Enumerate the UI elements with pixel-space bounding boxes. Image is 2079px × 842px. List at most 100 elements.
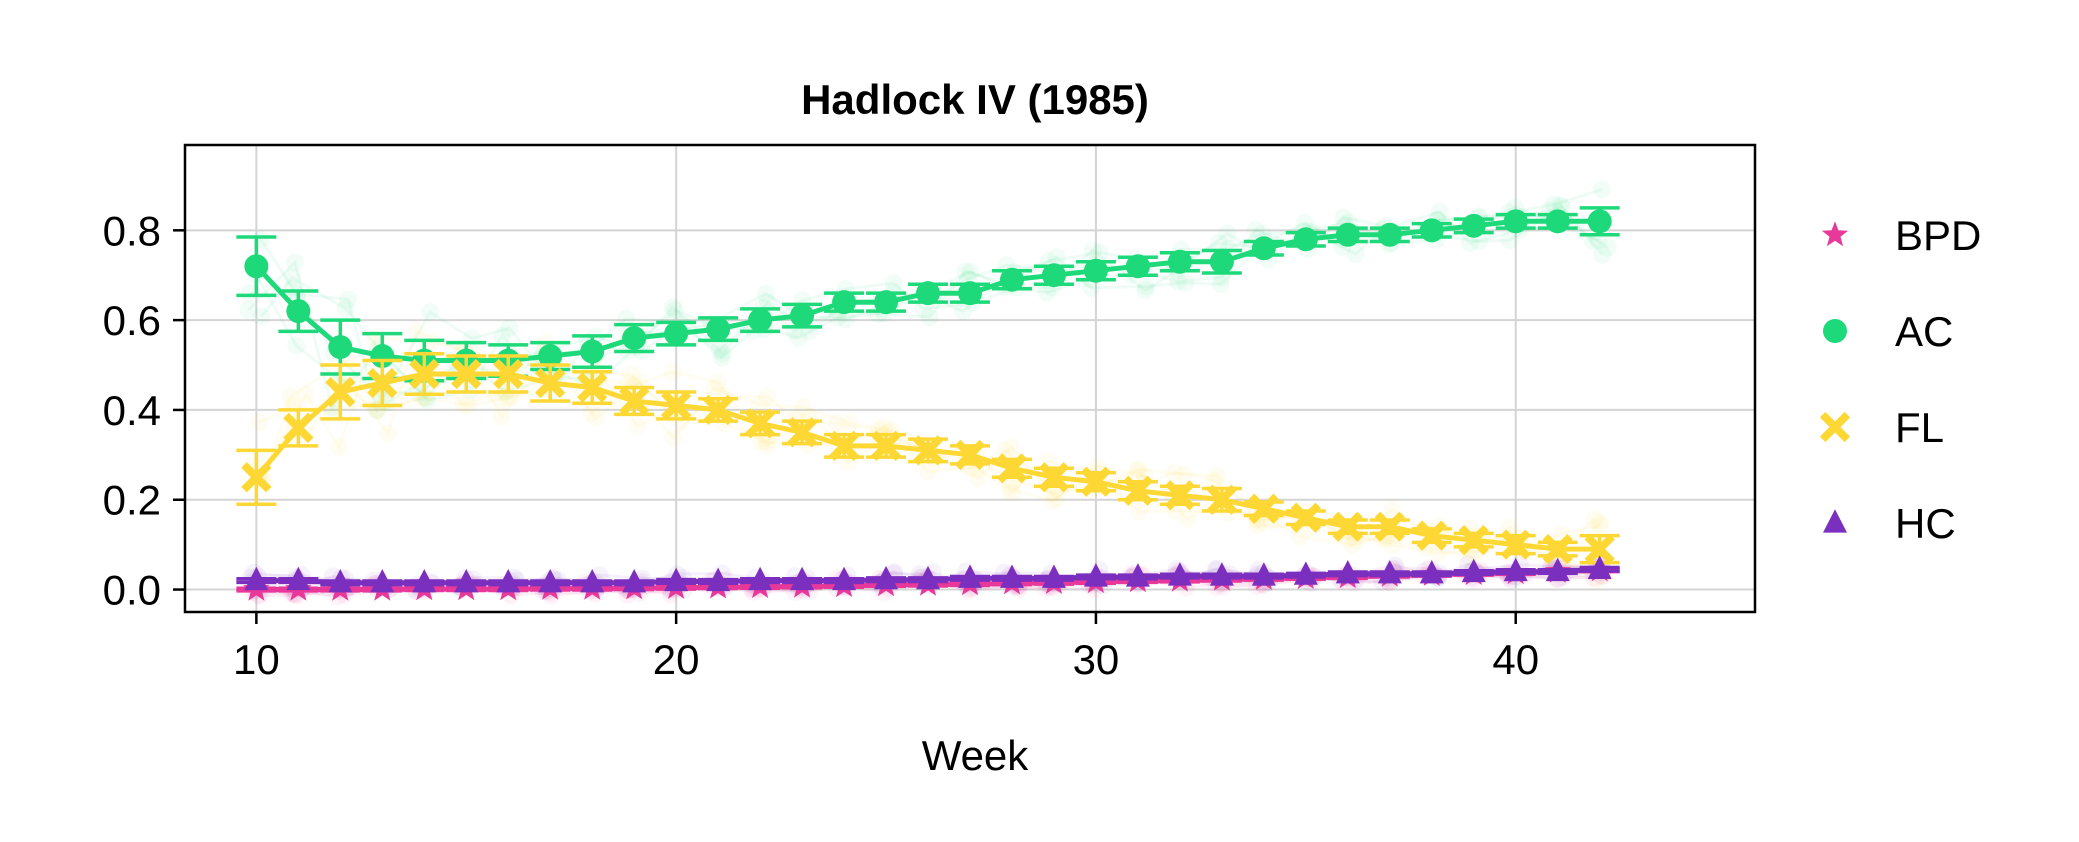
background-point [920, 308, 939, 327]
legend-item-bpd: BPD [1821, 212, 1981, 259]
background-point [827, 414, 846, 433]
legend-item-hc: HC [1823, 500, 1956, 547]
data-point [1503, 209, 1528, 234]
background-point [379, 424, 398, 443]
data-point [748, 566, 773, 591]
background-point [996, 441, 1015, 460]
data-point [832, 566, 857, 591]
background-point [421, 303, 440, 322]
data-point [870, 430, 902, 461]
data-point [580, 569, 605, 593]
data-point [1587, 209, 1612, 234]
data-point [664, 321, 689, 346]
background-point [239, 300, 258, 319]
background-point [663, 363, 682, 382]
data-point [832, 290, 857, 315]
background-point [493, 326, 512, 345]
background-point [1430, 202, 1449, 221]
background-point [840, 414, 859, 433]
background-point [1043, 491, 1062, 510]
legend: BPD AC FL HC [1819, 212, 1981, 547]
data-point [958, 564, 982, 588]
background-point [1209, 234, 1228, 253]
data-point [1209, 562, 1234, 586]
background-point [459, 396, 478, 415]
background-point [794, 397, 813, 416]
background-point [1585, 510, 1604, 529]
data-point [996, 453, 1028, 484]
legend-item-fl: FL [1819, 404, 1944, 451]
data-point [1293, 227, 1318, 252]
background-point [1592, 180, 1611, 199]
background-point [285, 253, 304, 272]
background-point [1178, 510, 1197, 529]
data-point [328, 569, 353, 593]
data-point [1167, 562, 1192, 586]
background-point [1290, 527, 1309, 546]
background-point [250, 413, 269, 432]
data-point [1041, 564, 1066, 588]
y-tick-label: 0.6 [103, 297, 161, 344]
y-tick-label: 0.4 [103, 387, 161, 434]
data-point [958, 281, 982, 306]
data-point [1458, 525, 1489, 556]
data-point [1335, 222, 1360, 247]
data-point [706, 567, 731, 592]
data-point [325, 376, 356, 408]
data-point [1038, 462, 1070, 493]
background-point [330, 438, 349, 457]
data-point [496, 569, 521, 593]
background-point [628, 416, 647, 435]
data-point [1080, 466, 1112, 497]
y-tick-label: 0.2 [103, 477, 161, 524]
x-axis: 10 20 30 40 [233, 612, 1539, 683]
data-point [412, 569, 437, 593]
background-point [1598, 238, 1617, 257]
data-point [1248, 493, 1279, 524]
series-hc [236, 555, 1620, 593]
background-point [1218, 224, 1237, 243]
background-point [1346, 244, 1365, 263]
background-point [1174, 465, 1193, 484]
x-tick-label: 10 [233, 636, 280, 683]
background-point [1082, 278, 1101, 297]
data-point [619, 385, 650, 417]
data-point [283, 412, 314, 444]
background-point [1044, 484, 1063, 503]
background-point [491, 390, 510, 409]
data-point [1251, 236, 1276, 261]
legend-item-ac: AC [1823, 308, 1953, 355]
background-trace [262, 353, 1596, 559]
data-point [916, 281, 941, 306]
background-point [1090, 243, 1109, 262]
data-point [874, 565, 899, 590]
y-tick-label: 0.8 [103, 207, 161, 254]
background-point [1544, 195, 1563, 214]
data-point [577, 372, 608, 403]
data-point [1332, 511, 1363, 542]
data-point [916, 565, 941, 590]
background-point [1208, 466, 1227, 485]
background-point [1002, 483, 1021, 502]
data-point [828, 430, 860, 461]
background-point [708, 372, 727, 391]
data-point [328, 335, 353, 360]
background-point [336, 299, 355, 318]
data-point [622, 326, 647, 351]
background-point [1593, 245, 1612, 264]
background-point [500, 319, 519, 338]
background-point [1136, 281, 1155, 300]
background-point [1165, 463, 1184, 482]
data-point [1461, 558, 1486, 583]
background-point [1295, 214, 1314, 233]
background-point [282, 268, 301, 287]
background-point [1334, 208, 1353, 227]
data-point [244, 566, 269, 591]
data-point [1164, 480, 1196, 511]
data-point [409, 358, 440, 390]
x-tick-label: 20 [653, 636, 700, 683]
background-point [407, 322, 426, 341]
background-point [758, 387, 777, 406]
data-point [1416, 520, 1447, 551]
data-point [454, 569, 479, 593]
